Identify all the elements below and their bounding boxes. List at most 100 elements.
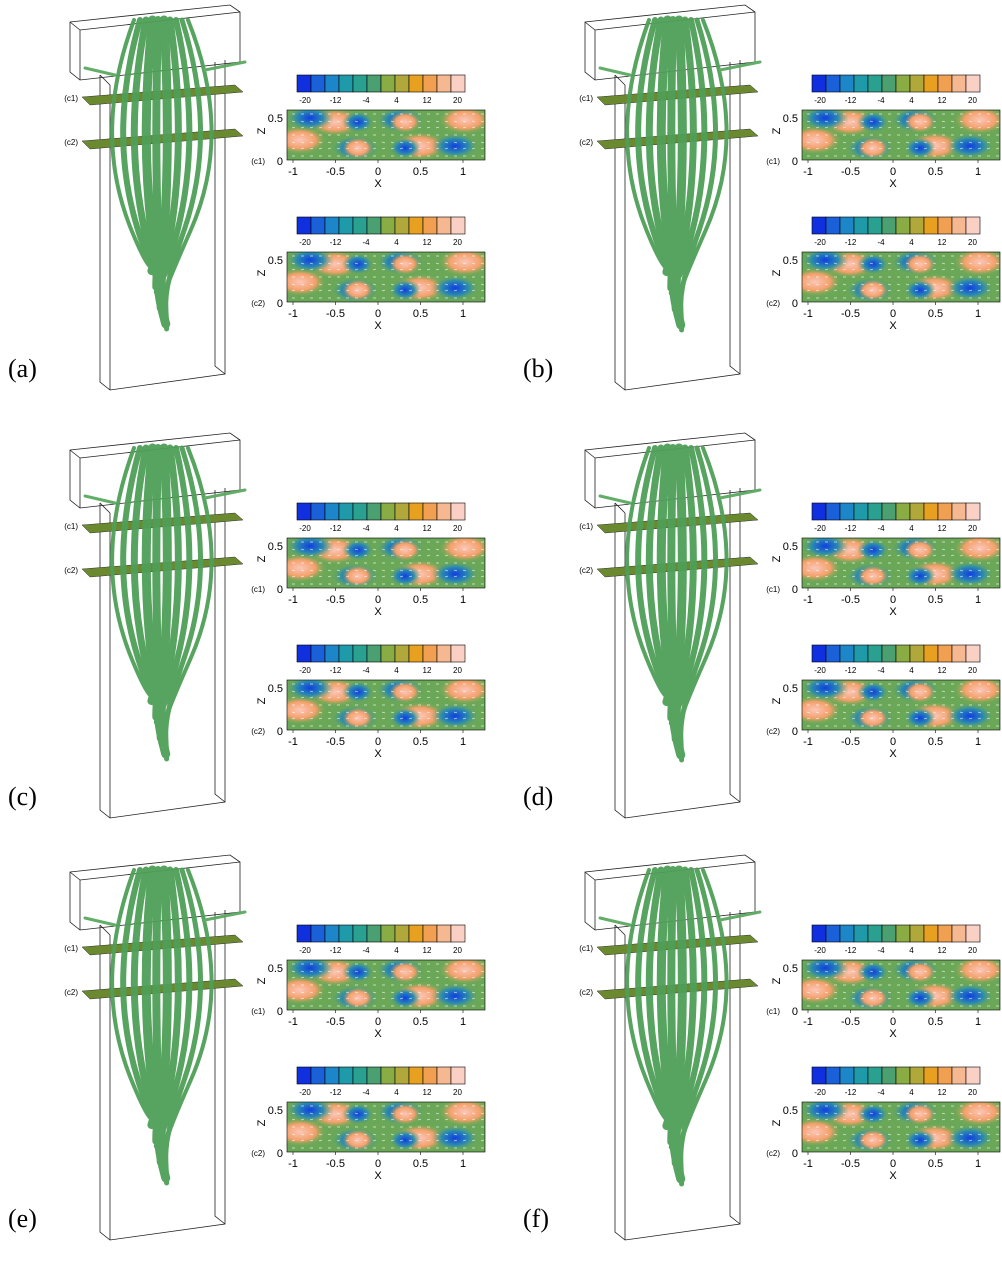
colorbar-cell bbox=[924, 925, 938, 942]
x-tick-label: -1 bbox=[288, 1158, 298, 1170]
x-tick-label: -0.5 bbox=[326, 594, 345, 606]
colorbar-cell bbox=[409, 1067, 423, 1084]
colorbar-tick-label: 12 bbox=[423, 946, 432, 955]
x-tick-label: 0 bbox=[375, 1158, 381, 1170]
colorbar-cell bbox=[812, 217, 826, 234]
x-tick-label: -1 bbox=[288, 736, 298, 748]
colorbar-tick-label: 4 bbox=[394, 524, 399, 533]
contour-plot: -20-12-4412200.50Z(c1)-1-0.500.51X bbox=[766, 503, 1002, 618]
colorbar-cell bbox=[966, 925, 980, 942]
colorbar-cell bbox=[353, 1067, 367, 1084]
x-tick-label: 1 bbox=[975, 166, 981, 178]
panel-label: (d) bbox=[523, 782, 553, 811]
vortex-negative bbox=[946, 133, 994, 159]
vortex-negative bbox=[286, 247, 334, 273]
x-tick-label: -0.5 bbox=[326, 166, 345, 178]
z-tick-label: 0.5 bbox=[268, 683, 283, 695]
colorbar-cell bbox=[896, 75, 910, 92]
colorbar-cell bbox=[826, 503, 840, 520]
x-tick-label: -0.5 bbox=[841, 736, 860, 748]
x-tick-label: -0.5 bbox=[841, 594, 860, 606]
slice-label: (c2) bbox=[766, 727, 780, 736]
colorbar-cell bbox=[367, 75, 381, 92]
colorbar-tick-label: -20 bbox=[814, 524, 826, 533]
x-tick-label: 1 bbox=[975, 308, 981, 320]
vortex-tubes bbox=[600, 870, 760, 1184]
x-tick-label: 0.5 bbox=[928, 166, 943, 178]
colorbar-cell bbox=[381, 75, 395, 92]
colorbar-cell bbox=[812, 645, 826, 662]
z-axis-label: Z bbox=[256, 1119, 268, 1126]
vortex-tubes bbox=[600, 20, 760, 330]
colorbar-tick-label: -20 bbox=[299, 238, 311, 247]
x-tick-label: 1 bbox=[975, 594, 981, 606]
contour-plot: -20-12-4412200.50Z(c2)-1-0.500.51X bbox=[766, 645, 1002, 760]
x-tick-label: -0.5 bbox=[326, 308, 345, 320]
colorbar-tick-label: -4 bbox=[362, 946, 370, 955]
colorbar-cell bbox=[381, 1067, 395, 1084]
colorbar-cell bbox=[423, 1067, 437, 1084]
panel-label: (b) bbox=[523, 354, 553, 383]
colorbar-tick-label: 20 bbox=[453, 666, 462, 675]
colorbar-cell bbox=[353, 645, 367, 662]
colorbar-cell bbox=[353, 217, 367, 234]
colorbar-tick-label: 12 bbox=[938, 238, 947, 247]
x-axis-label: X bbox=[374, 178, 382, 190]
colorbar-tick-label: 12 bbox=[938, 666, 947, 675]
slice-label: (c2) bbox=[64, 566, 78, 575]
x-tick-label: 0.5 bbox=[413, 1016, 428, 1028]
vortex-negative bbox=[286, 105, 334, 131]
z-tick-label: 0 bbox=[792, 1148, 798, 1160]
colorbar-cell bbox=[451, 217, 465, 234]
x-tick-label: -0.5 bbox=[841, 1016, 860, 1028]
slice-label: (c2) bbox=[766, 1149, 780, 1158]
x-tick-label: 0 bbox=[890, 1158, 896, 1170]
colorbar-cell bbox=[896, 217, 910, 234]
colorbar-cell bbox=[381, 645, 395, 662]
slice-label: (c1) bbox=[579, 94, 593, 103]
colorbar-tick-label: 20 bbox=[968, 524, 977, 533]
slice-label: (c1) bbox=[579, 522, 593, 531]
contour-field bbox=[789, 1097, 1002, 1153]
colorbar-cell bbox=[952, 1067, 966, 1084]
z-tick-label: 0 bbox=[792, 298, 798, 310]
colorbar-tick-label: -4 bbox=[362, 238, 370, 247]
slice-plane bbox=[597, 979, 758, 999]
colorbar-tick-label: -12 bbox=[845, 96, 857, 105]
vortex-negative bbox=[286, 533, 334, 559]
vortex-negative bbox=[431, 561, 479, 587]
z-tick-label: 0.5 bbox=[783, 541, 798, 553]
colorbar-cell bbox=[910, 645, 924, 662]
x-tick-label: 0 bbox=[890, 736, 896, 748]
x-tick-label: -0.5 bbox=[841, 308, 860, 320]
x-tick-label: 1 bbox=[460, 594, 466, 606]
colorbar-cell bbox=[395, 75, 409, 92]
x-axis-label: X bbox=[374, 1170, 382, 1182]
colorbar-cell bbox=[339, 925, 353, 942]
z-axis-label: Z bbox=[256, 269, 268, 276]
x-tick-label: 0.5 bbox=[928, 1016, 943, 1028]
z-tick-label: 0 bbox=[277, 1006, 283, 1018]
colorbar-tick-label: -12 bbox=[845, 666, 857, 675]
colorbar-cell bbox=[840, 217, 854, 234]
panel: (c1)(c2)-20-12-4412200.50Z(c1)-1-0.500.5… bbox=[8, 433, 491, 818]
colorbar-cell bbox=[367, 1067, 381, 1084]
z-axis-label: Z bbox=[771, 555, 783, 562]
x-tick-label: 0 bbox=[375, 166, 381, 178]
colorbar-cell bbox=[854, 645, 868, 662]
colorbar-cell bbox=[868, 925, 882, 942]
vortex-negative bbox=[946, 983, 994, 1009]
colorbar-cell bbox=[437, 645, 451, 662]
contour-plot: -20-12-4412200.50Z(c1)-1-0.500.51X bbox=[766, 925, 1002, 1040]
z-tick-label: 0 bbox=[792, 1006, 798, 1018]
z-tick-label: 0.5 bbox=[268, 255, 283, 267]
vortex-negative bbox=[946, 561, 994, 587]
colorbar-cell bbox=[451, 925, 465, 942]
colorbar-tick-label: 12 bbox=[423, 666, 432, 675]
colorbar-tick-label: 20 bbox=[453, 524, 462, 533]
colorbar-tick-label: -4 bbox=[877, 1088, 885, 1097]
colorbar-tick-label: -4 bbox=[877, 946, 885, 955]
contour-plot: -20-12-4412200.50Z(c2)-1-0.500.51X bbox=[251, 217, 491, 332]
colorbar-tick-label: -12 bbox=[845, 1088, 857, 1097]
colorbar-cell bbox=[339, 217, 353, 234]
